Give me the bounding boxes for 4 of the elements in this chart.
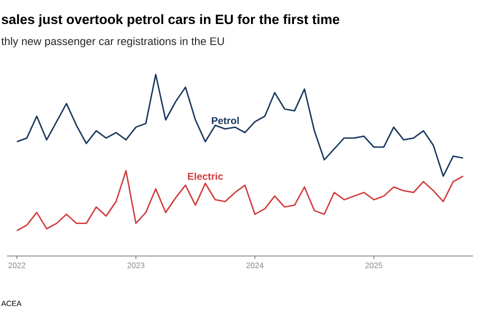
- chart-title: sales just overtook petrol cars in EU for the first time: [2, 14, 340, 27]
- series-label: Electric: [188, 172, 224, 180]
- series-label: Petrol: [212, 116, 239, 124]
- chart-subtitle: thly new passenger car registrations in the EU: [1, 37, 224, 48]
